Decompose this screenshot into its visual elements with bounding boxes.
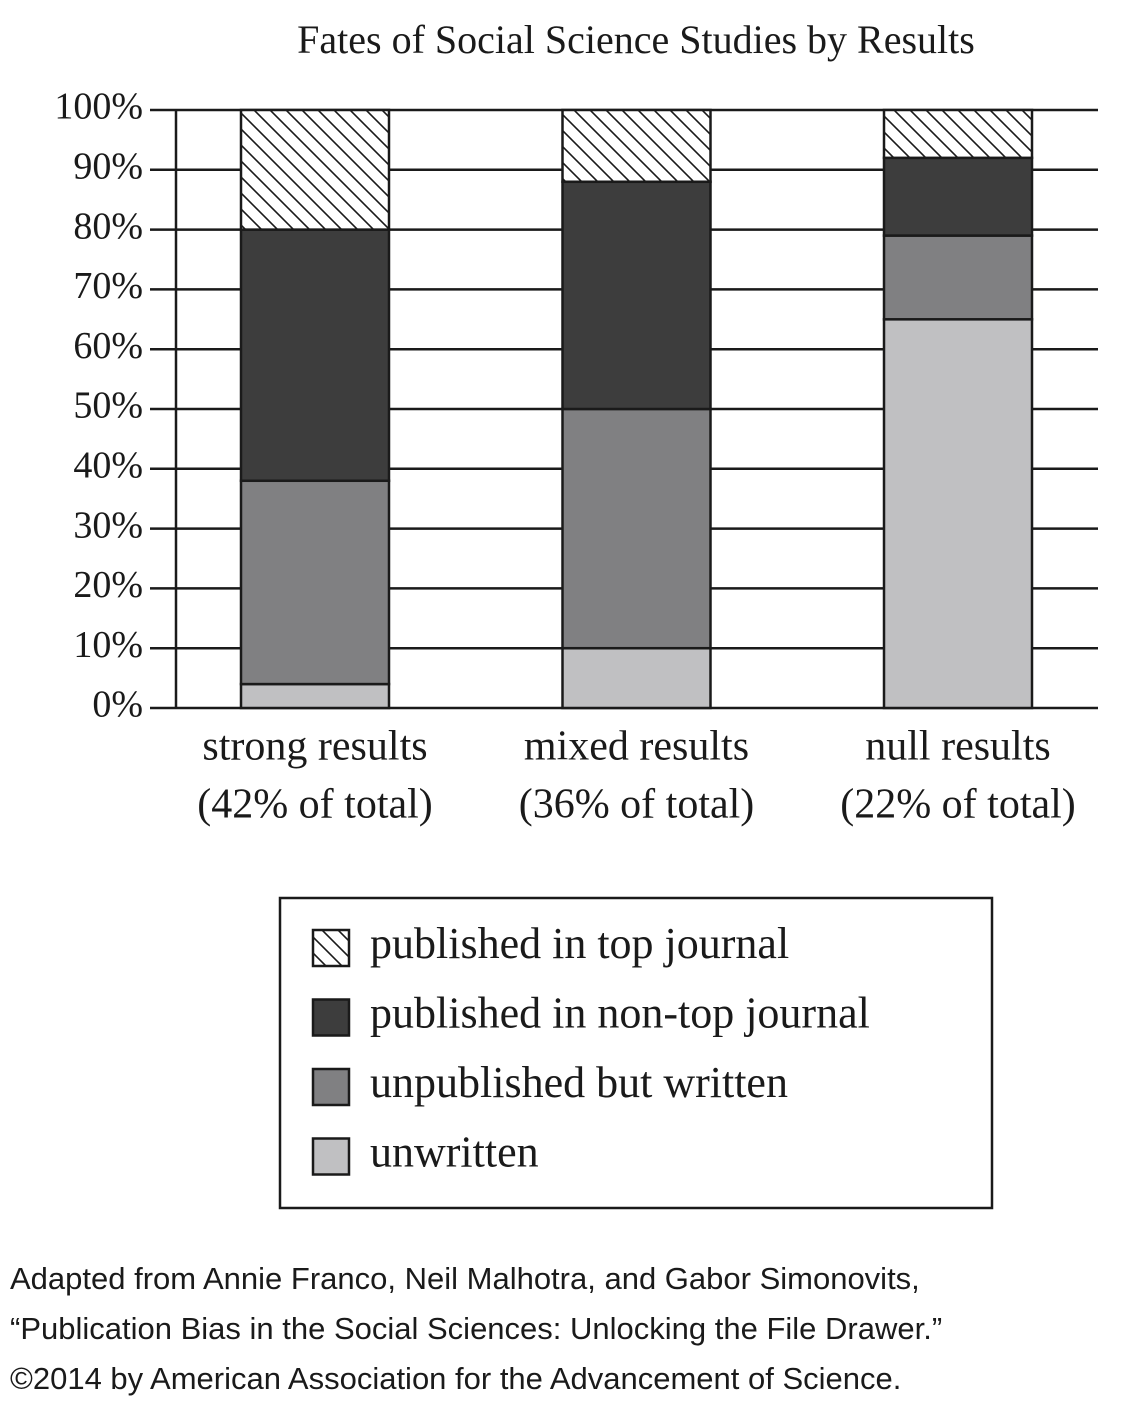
- chart-title: Fates of Social Science Studies by Resul…: [297, 17, 975, 62]
- y-tick-label: 70%: [73, 265, 143, 307]
- x-tick-note: (42% of total): [197, 782, 433, 828]
- source-note: Adapted from Annie Franco, Neil Malhotra…: [10, 1261, 920, 1296]
- y-tick-label: 60%: [73, 325, 143, 367]
- source-note: “Publication Bias in the Social Sciences…: [10, 1311, 942, 1346]
- bar-segment: [239, 682, 391, 710]
- y-tick-label: 80%: [73, 205, 143, 247]
- source-note: ©2014 by American Association for the Ad…: [10, 1361, 901, 1396]
- bar-segment: [239, 108, 391, 231]
- legend-box: [278, 896, 994, 1210]
- bar-segment: [561, 407, 712, 650]
- legend-swatch: [311, 998, 351, 1037]
- y-tick-label: 30%: [73, 504, 143, 546]
- x-tick-note: (36% of total): [519, 782, 755, 828]
- x-tick-note: (22% of total): [840, 782, 1076, 828]
- bar-segment: [882, 108, 1034, 160]
- x-tick-label: strong results: [202, 724, 427, 770]
- legend-swatch: [311, 1067, 351, 1107]
- legend-swatch: [311, 928, 351, 968]
- bar-segment: [239, 228, 391, 483]
- bar-segment: [561, 646, 712, 710]
- legend-label: published in non-top journal: [370, 989, 870, 1038]
- legend-label: unwritten: [370, 1128, 539, 1177]
- legend-label: published in top journal: [370, 919, 789, 968]
- bar-segment: [239, 479, 391, 686]
- y-tick-label: 90%: [73, 146, 143, 188]
- legend-swatch: [311, 1137, 351, 1176]
- bar-segment: [882, 234, 1034, 321]
- y-tick-label: 20%: [73, 564, 143, 606]
- bar-segment: [561, 180, 712, 411]
- x-tick-label: mixed results: [524, 724, 749, 770]
- x-tick-label: null results: [865, 724, 1051, 770]
- bar-segment: [882, 156, 1034, 237]
- y-tick-label: 40%: [73, 445, 143, 487]
- legend-label: unpublished but written: [370, 1058, 788, 1107]
- y-tick-label: 10%: [73, 624, 143, 666]
- bar-segment: [882, 318, 1034, 710]
- y-tick-label: 50%: [73, 385, 143, 427]
- y-tick-label: 100%: [54, 86, 143, 128]
- bar-segment: [561, 108, 712, 184]
- y-tick-label: 0%: [92, 684, 143, 726]
